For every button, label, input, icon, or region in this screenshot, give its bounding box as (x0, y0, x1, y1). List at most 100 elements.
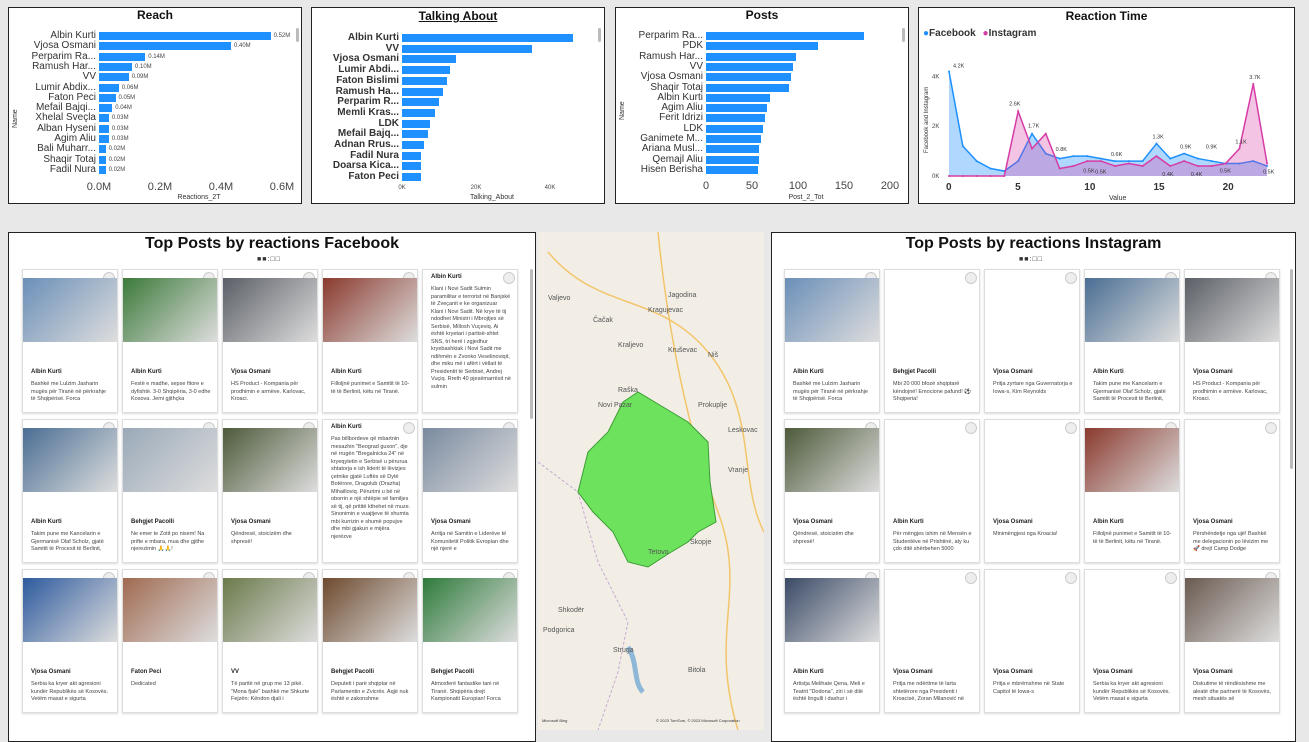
data-point[interactable] (1030, 132, 1033, 135)
data-point[interactable] (1210, 160, 1213, 163)
data-point[interactable] (1113, 165, 1116, 168)
bar[interactable] (99, 135, 109, 143)
bar[interactable] (706, 52, 797, 61)
bar[interactable] (706, 62, 794, 71)
data-point[interactable] (948, 175, 950, 177)
data-point[interactable] (1086, 155, 1089, 158)
bar-row[interactable]: Agim Aliu (616, 103, 906, 113)
data-point[interactable] (961, 175, 964, 177)
data-point[interactable] (1058, 167, 1061, 170)
bar[interactable] (706, 73, 791, 82)
bar-row[interactable]: Ganimete M... (616, 134, 906, 144)
data-point[interactable] (1127, 160, 1130, 163)
bar-row[interactable]: Doarsa Kica... (312, 161, 602, 171)
instagram-pager[interactable]: ■■:□□ (1019, 256, 1043, 263)
bar[interactable] (99, 155, 106, 164)
post-card[interactable]: Vjosa Osmani Qëndresë, stoicizëm dhe shpr… (784, 419, 880, 563)
post-card[interactable]: Albin Kurti Takim pune me Kancelarin e Gj… (1084, 269, 1180, 413)
post-card[interactable]: Albin Kurti Bashkë me Lulzim Jasharin mug… (784, 269, 880, 413)
bar[interactable] (402, 66, 451, 75)
post-card[interactable]: Albin Kurti Filloljnë punimet e Samitit t… (322, 269, 418, 413)
data-point[interactable] (1100, 160, 1103, 163)
post-image[interactable] (23, 428, 117, 492)
data-point[interactable] (1044, 152, 1047, 155)
data-point[interactable] (1072, 155, 1075, 158)
data-point[interactable] (1086, 160, 1089, 163)
post-image[interactable] (123, 278, 217, 342)
bar[interactable] (706, 32, 865, 40)
post-card[interactable]: Albin Kurti Festë e madhe, sepse fitore e… (122, 269, 218, 413)
bar-row[interactable]: Hisen Berisha (616, 164, 906, 175)
post-card[interactable]: Vjosa Osmani Diskutime të rëndësishme me … (1184, 569, 1280, 713)
bar-row[interactable]: Shaqir Totaj (616, 82, 906, 93)
bar-row[interactable]: Alban Hyseni 0.03M (9, 123, 299, 134)
bar-row[interactable]: Albin Kurti (616, 92, 906, 103)
bar-row[interactable]: Shaqir Totaj 0.02M (9, 154, 299, 165)
bar-row[interactable]: Fadil Nura 0.02M (9, 164, 299, 175)
data-point[interactable] (1252, 160, 1255, 163)
bar[interactable] (402, 162, 421, 171)
kosovo-map[interactable]: Valjevo Jagodina Kragujevac Čačak Kraljevo Kr… (538, 232, 764, 730)
bar-row[interactable]: Mefail Bajqi... 0.04M (9, 103, 299, 113)
post-image[interactable] (123, 578, 217, 642)
data-point[interactable] (1238, 147, 1241, 150)
bar[interactable] (706, 93, 771, 102)
bar[interactable] (99, 114, 109, 123)
data-point[interactable] (1155, 142, 1158, 145)
data-point[interactable] (1210, 165, 1213, 168)
post-card[interactable]: Vjosa Osmani Serbia ka kryer akt agresion… (22, 569, 118, 713)
series-line[interactable] (948, 71, 1268, 172)
bar[interactable] (99, 83, 119, 92)
post-image[interactable] (223, 578, 317, 642)
bar[interactable] (99, 42, 231, 51)
bar[interactable] (402, 44, 532, 53)
post-card[interactable]: Albin Kurti Për mëngjes ishim në Mensën e… (884, 419, 980, 563)
post-image[interactable] (323, 578, 417, 642)
data-point[interactable] (1141, 160, 1144, 163)
data-point[interactable] (1196, 157, 1199, 160)
bar-row[interactable]: Ariana Musl... (616, 144, 906, 154)
bar-row[interactable]: Lumir Abdix... 0.06M (9, 82, 299, 93)
data-point[interactable] (1127, 162, 1130, 165)
post-card[interactable]: Vjosa Osmani Pritja zyrtare nga Guvernato… (984, 269, 1080, 413)
bar-row[interactable]: Memli Kras... (312, 107, 602, 118)
data-point[interactable] (989, 175, 992, 177)
data-point[interactable] (948, 70, 950, 73)
bar[interactable] (402, 119, 430, 128)
post-card[interactable]: Vjosa Osmani Pritja e mbrëmshme në State … (984, 569, 1080, 713)
post-card[interactable]: Vjosa Osmani Arritja në Samitin e Liderëv… (422, 419, 518, 563)
bar[interactable] (402, 87, 443, 96)
post-image[interactable] (223, 278, 317, 342)
bar[interactable] (402, 34, 573, 42)
data-point[interactable] (1238, 162, 1241, 165)
bar[interactable] (706, 83, 789, 92)
bar[interactable] (706, 165, 759, 174)
data-point[interactable] (1017, 110, 1020, 113)
post-card[interactable]: Albin Kurti Artistja Melihate Qena, Meli … (784, 569, 880, 713)
post-card[interactable]: Behgjet Pacolli Ne emer te Zotit po nisem… (122, 419, 218, 563)
bar-row[interactable]: Bali Muharr... 0.02M (9, 144, 299, 154)
post-card[interactable]: Albin Kurti Filloljnë punimet e Samitit t… (1084, 419, 1180, 563)
bar-row[interactable]: Vjosa Osmani 0.40M (9, 41, 299, 51)
data-point[interactable] (1196, 165, 1199, 168)
bar[interactable] (402, 141, 425, 149)
kosovo-region[interactable] (577, 391, 717, 568)
bar[interactable] (706, 114, 765, 123)
post-card[interactable]: Albin Kurti Pas billbordeve që mbartnin m… (322, 419, 418, 563)
bar[interactable] (706, 124, 764, 133)
map-panel[interactable]: Valjevo Jagodina Kragujevac Čačak Kraljevo Kr… (538, 232, 764, 730)
bar[interactable] (402, 173, 421, 182)
data-point[interactable] (1017, 160, 1020, 163)
bar[interactable] (99, 62, 132, 71)
bar-row[interactable]: VV 0.09M (9, 72, 299, 82)
bar-row[interactable]: VV (616, 61, 906, 72)
bar-row[interactable]: LDK (312, 118, 602, 129)
bar-row[interactable]: Faton Peci 0.05M (9, 92, 299, 103)
bar-row[interactable]: Fadil Nura (312, 150, 602, 161)
bar[interactable] (706, 42, 819, 51)
post-image[interactable] (123, 428, 217, 492)
post-image[interactable] (1085, 428, 1179, 492)
bar[interactable] (706, 155, 760, 164)
data-point[interactable] (1058, 157, 1061, 160)
bar-row[interactable]: Faton Peci (312, 172, 602, 182)
